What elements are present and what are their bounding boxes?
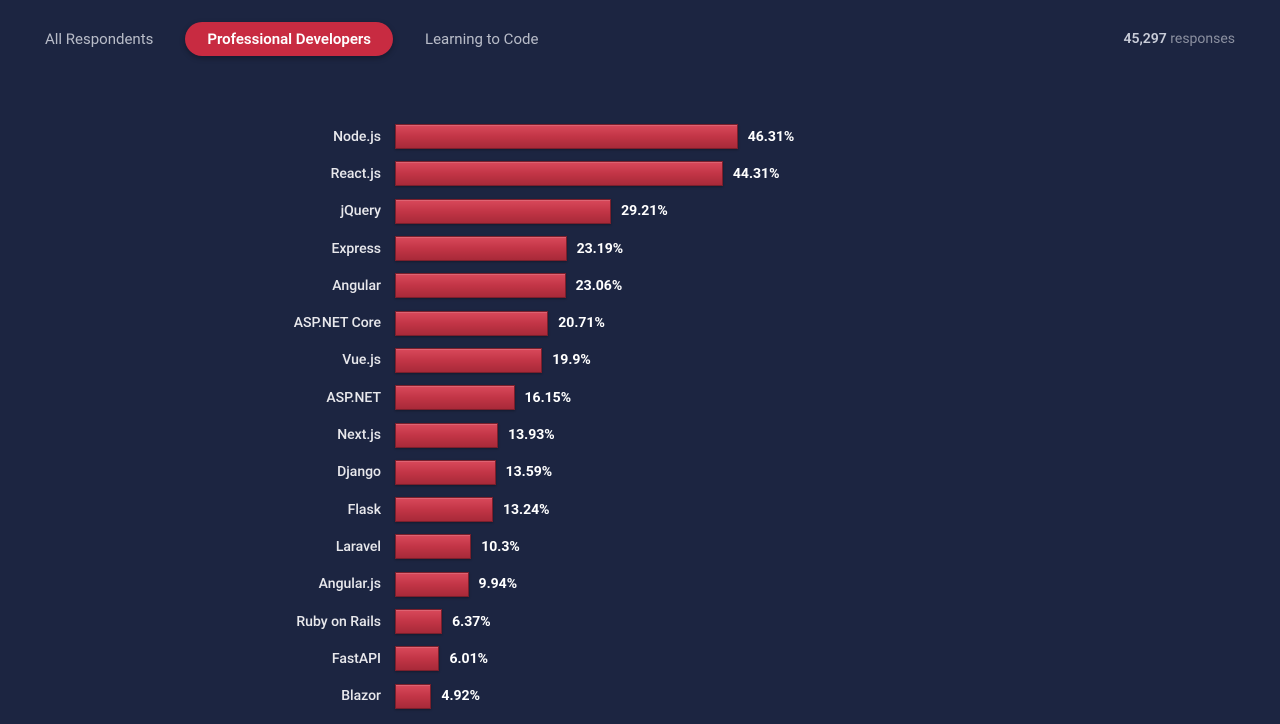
bar-value: 16.15% [525, 390, 572, 406]
bar-value: 4.92% [441, 688, 480, 704]
responses-count: 45,297 responses [1124, 31, 1235, 47]
bar-container: 29.21% [395, 199, 1235, 224]
bar-label: Next.js [45, 427, 395, 443]
bar-label: Vue.js [45, 352, 395, 368]
bar-label: jQuery [45, 203, 395, 219]
bar-value: 46.31% [748, 129, 795, 145]
bar-value: 13.59% [506, 464, 553, 480]
bar-value: 6.01% [449, 651, 488, 667]
chart-row: Flask 13.24% [45, 491, 1235, 528]
bar-container: 16.15% [395, 385, 1235, 410]
bar-value: 13.24% [503, 502, 550, 518]
chart-row: Ruby on Rails 6.37% [45, 603, 1235, 640]
bar-label: Django [45, 464, 395, 480]
bar-label: Node.js [45, 129, 395, 145]
chart-row: ASP.NET Core 20.71% [45, 304, 1235, 341]
bar[interactable] [395, 646, 439, 671]
bar-value: 9.94% [479, 576, 518, 592]
bar-label: Laravel [45, 539, 395, 555]
responses-number: 45,297 [1124, 31, 1167, 47]
chart-row: FastAPI 6.01% [45, 640, 1235, 677]
bar-chart: Node.js 46.31% React.js 44.31% jQuery 29.21% E… [0, 78, 1280, 715]
bar[interactable] [395, 460, 496, 485]
bar-container: 46.31% [395, 124, 1235, 149]
chart-row: Next.js 13.93% [45, 416, 1235, 453]
bar[interactable] [395, 423, 498, 448]
bar-label: Angular.js [45, 576, 395, 592]
chart-row: React.js 44.31% [45, 155, 1235, 192]
bar[interactable] [395, 348, 542, 373]
bar[interactable] [395, 199, 611, 224]
bar-label: FastAPI [45, 651, 395, 667]
bar-label: Ruby on Rails [45, 614, 395, 630]
bar-container: 6.37% [395, 609, 1235, 634]
bar-label: Express [45, 241, 395, 257]
chart-row: Django 13.59% [45, 454, 1235, 491]
bar-value: 29.21% [621, 203, 668, 219]
bar[interactable] [395, 273, 566, 298]
bar[interactable] [395, 497, 493, 522]
bar[interactable] [395, 684, 431, 709]
bar-container: 9.94% [395, 572, 1235, 597]
bar-label: Blazor [45, 688, 395, 704]
bar[interactable] [395, 572, 469, 597]
bar-container: 13.59% [395, 460, 1235, 485]
tab-learning-to-code[interactable]: Learning to Code [425, 22, 538, 56]
chart-row: Blazor 4.92% [45, 677, 1235, 714]
bar-container: 23.06% [395, 273, 1235, 298]
bar-container: 20.71% [395, 311, 1235, 336]
chart-row: Angular 23.06% [45, 267, 1235, 304]
bar-value: 13.93% [508, 427, 555, 443]
bar-value: 23.19% [577, 241, 624, 257]
bar-container: 44.31% [395, 161, 1235, 186]
bar-container: 13.24% [395, 497, 1235, 522]
bar-label: Angular [45, 278, 395, 294]
bar-value: 44.31% [733, 166, 780, 182]
bar[interactable] [395, 385, 515, 410]
bar-value: 10.3% [481, 539, 520, 555]
bar-container: 13.93% [395, 423, 1235, 448]
bar-label: ASP.NET Core [45, 315, 395, 331]
bar-value: 6.37% [452, 614, 491, 630]
chart-row: ASP.NET 16.15% [45, 379, 1235, 416]
chart-row: Express 23.19% [45, 230, 1235, 267]
bar[interactable] [395, 161, 723, 186]
bar-value: 23.06% [576, 278, 623, 294]
bar[interactable] [395, 609, 442, 634]
responses-label: responses [1170, 31, 1235, 47]
bar-container: 23.19% [395, 236, 1235, 261]
bar-container: 10.3% [395, 534, 1235, 559]
bar-container: 4.92% [395, 684, 1235, 709]
bar[interactable] [395, 311, 548, 336]
bar-label: Flask [45, 502, 395, 518]
bar-container: 6.01% [395, 646, 1235, 671]
chart-row: Angular.js 9.94% [45, 566, 1235, 603]
bar[interactable] [395, 236, 567, 261]
tab-professional-developers[interactable]: Professional Developers [185, 22, 393, 56]
chart-header: All Respondents Professional Developers … [0, 0, 1280, 78]
bar[interactable] [395, 534, 471, 559]
tabs: All Respondents Professional Developers … [45, 22, 538, 56]
bar[interactable] [395, 124, 738, 149]
bar-value: 20.71% [558, 315, 605, 331]
bar-container: 19.9% [395, 348, 1235, 373]
chart-row: jQuery 29.21% [45, 193, 1235, 230]
chart-row: Vue.js 19.9% [45, 342, 1235, 379]
chart-row: Node.js 46.31% [45, 118, 1235, 155]
bar-value: 19.9% [552, 352, 591, 368]
bar-label: React.js [45, 166, 395, 182]
bar-label: ASP.NET [45, 390, 395, 406]
tab-all-respondents[interactable]: All Respondents [45, 22, 153, 56]
chart-row: Laravel 10.3% [45, 528, 1235, 565]
